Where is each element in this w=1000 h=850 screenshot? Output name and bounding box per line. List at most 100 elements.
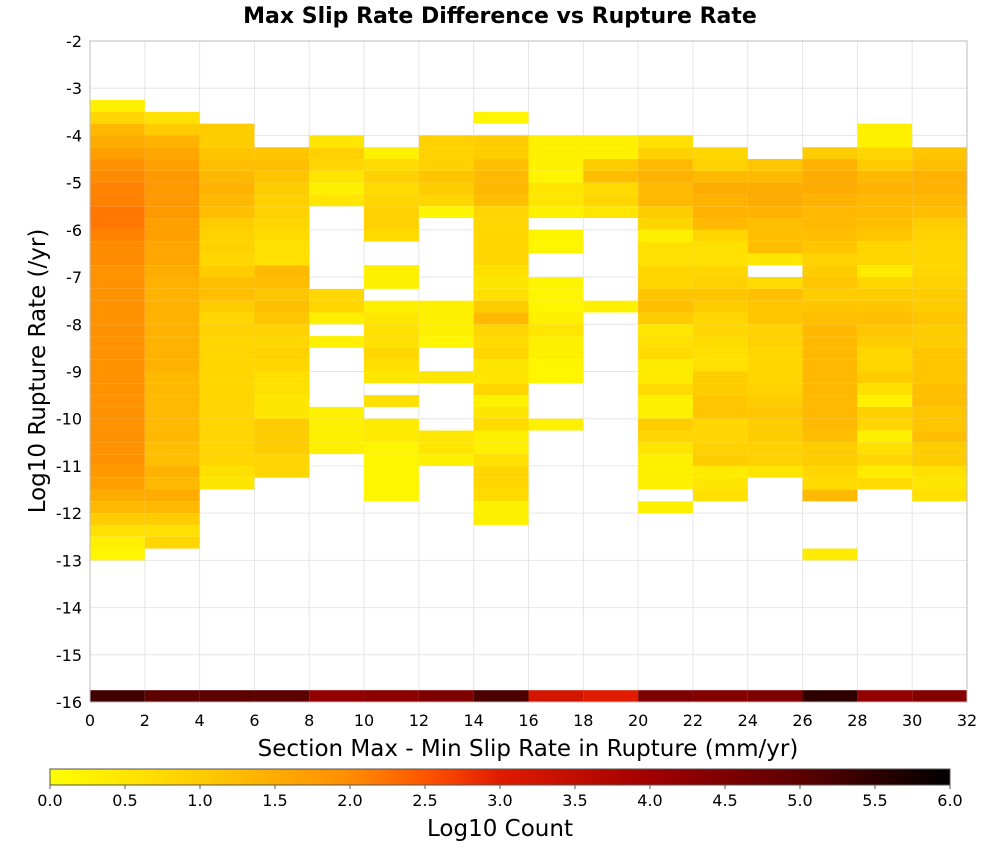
heatmap-cell <box>747 359 803 372</box>
heatmap-cell <box>144 300 200 313</box>
heatmap-cell <box>90 442 145 455</box>
colorbar-tick-labels: 0.0 0.5 1.0 1.5 2.0 2.5 3.0 3.5 4.0 4.5 5.0 5.5 6.0 <box>37 785 963 810</box>
heatmap-cell <box>857 324 913 337</box>
heatmap-cell <box>90 182 145 195</box>
heatmap-cell <box>90 548 145 561</box>
y-axis-label: Log10 Rupture Rate (/yr) <box>25 229 51 514</box>
heatmap-cell <box>144 383 200 396</box>
heatmap-cell <box>857 477 913 490</box>
heatmap-cell <box>90 383 145 396</box>
heatmap-cell <box>747 194 803 207</box>
heatmap-cell <box>90 241 145 254</box>
heatmap-cell <box>144 406 200 419</box>
heatmap-cell <box>912 277 967 289</box>
heatmap-cell <box>692 454 748 466</box>
heatmap-cell <box>144 253 200 266</box>
heatmap-cell <box>692 418 748 431</box>
y-tick-label: -2 <box>66 32 82 51</box>
heatmap-cell <box>364 277 419 289</box>
heatmap-cell <box>802 489 858 502</box>
heatmap-cell <box>583 300 639 313</box>
heatmap-cell <box>473 253 529 266</box>
heatmap-cell <box>254 465 310 478</box>
heatmap-cell <box>418 430 474 443</box>
heatmap-cell <box>473 300 529 313</box>
heatmap-cell <box>583 182 639 195</box>
heatmap-cell <box>912 324 967 337</box>
heatmap-cell <box>638 170 693 183</box>
heatmap-cell <box>747 406 803 419</box>
heatmap-cell <box>583 135 639 148</box>
heatmap-cell <box>857 194 913 207</box>
heatmap-cell <box>473 501 529 514</box>
heatmap-cell <box>199 406 255 419</box>
heatmap-cell <box>309 170 365 183</box>
heatmap-cell <box>857 253 913 266</box>
heatmap-cell <box>638 229 693 242</box>
heatmap-cell <box>912 359 967 372</box>
heatmap-cell <box>692 170 748 183</box>
heatmap-cell <box>802 690 858 702</box>
x-tick-label: 16 <box>518 711 538 730</box>
heatmap-cell <box>473 265 529 278</box>
heatmap-cell <box>692 312 748 325</box>
heatmap-cell <box>802 359 858 372</box>
heatmap-cell <box>364 159 419 171</box>
heatmap-cell <box>802 218 858 230</box>
heatmap-cell <box>144 194 200 207</box>
heatmap-cell <box>528 135 584 148</box>
heatmap-cell <box>638 159 693 171</box>
heatmap-cell <box>747 229 803 242</box>
heatmap-cell <box>912 371 967 384</box>
heatmap-cell <box>747 418 803 431</box>
heatmap-cell <box>473 206 529 219</box>
heatmap-cell <box>199 347 255 360</box>
heatmap-cells <box>90 100 967 702</box>
heatmap-cell <box>90 690 145 702</box>
heatmap-cell <box>144 465 200 478</box>
heatmap-cell <box>254 690 310 702</box>
heatmap-cell <box>254 147 310 160</box>
heatmap-cell <box>144 477 200 490</box>
heatmap-cell <box>857 135 913 148</box>
heatmap-cell <box>857 170 913 183</box>
heatmap-cell <box>473 312 529 325</box>
heatmap-cell <box>364 477 419 490</box>
heatmap-cell <box>638 477 693 490</box>
heatmap-cell <box>364 147 419 160</box>
colorbar-tick-label: 3.5 <box>562 791 587 810</box>
heatmap-cell <box>912 383 967 396</box>
heatmap-cell <box>144 454 200 466</box>
colorbar-tick-label: 0.0 <box>37 791 62 810</box>
heatmap-cell <box>638 454 693 466</box>
x-tick-label: 6 <box>249 711 259 730</box>
heatmap-cell <box>364 395 419 407</box>
heatmap-cell <box>912 194 967 207</box>
heatmap-cell <box>528 147 584 160</box>
x-tick-label: 10 <box>354 711 374 730</box>
heatmap-cell <box>309 312 365 325</box>
heatmap-cell <box>638 359 693 372</box>
heatmap-cell <box>747 218 803 230</box>
y-tick-label: -5 <box>66 174 82 193</box>
heatmap-cell <box>638 324 693 337</box>
heatmap-cell <box>638 182 693 195</box>
heatmap-cell <box>418 371 474 384</box>
heatmap-cell <box>692 324 748 337</box>
heatmap-cell <box>254 182 310 195</box>
heatmap-cell <box>912 489 967 502</box>
heatmap-cell <box>90 194 145 207</box>
x-tick-label: 0 <box>85 711 95 730</box>
heatmap-cell <box>309 430 365 443</box>
heatmap-cell <box>912 206 967 219</box>
heatmap-cell <box>473 194 529 207</box>
heatmap-cell <box>528 288 584 301</box>
heatmap-cell <box>912 395 967 407</box>
heatmap-cell <box>638 395 693 407</box>
heatmap-cell <box>144 336 200 348</box>
heatmap-cell <box>747 371 803 384</box>
heatmap-cell <box>199 218 255 230</box>
colorbar-tick-label: 2.5 <box>412 791 437 810</box>
heatmap-cell <box>90 347 145 360</box>
heatmap-cell <box>90 536 145 549</box>
